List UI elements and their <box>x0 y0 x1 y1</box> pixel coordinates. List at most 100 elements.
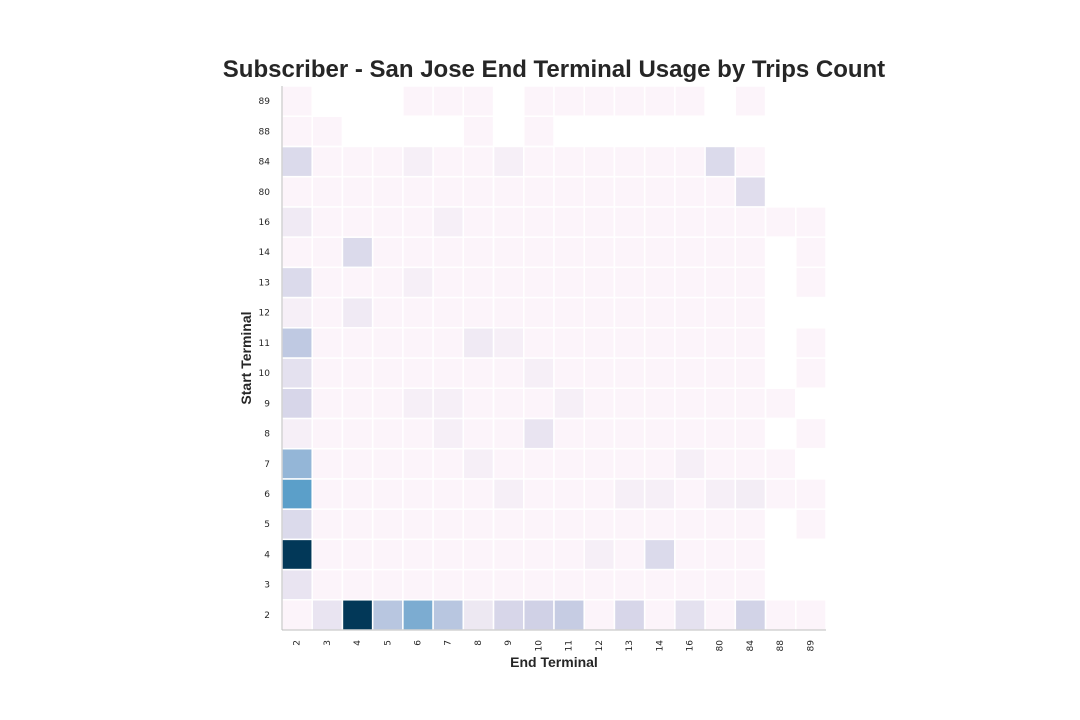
heatmap-cell-3-10 <box>523 568 555 601</box>
heatmap-cell-6-13 <box>613 478 646 510</box>
heatmap-cell-89-11 <box>553 85 585 117</box>
heatmap-cell-13-5 <box>371 266 404 299</box>
heatmap-cell-9-13 <box>613 387 646 420</box>
heatmap-cell-88-10 <box>523 115 555 148</box>
heatmap-cell-9-14 <box>643 387 676 420</box>
heatmap-cell-2-9 <box>492 599 525 631</box>
heatmap-cell-14-12 <box>583 236 616 269</box>
heatmap-cell-4-84 <box>734 538 767 571</box>
heatmap-cell-3-8 <box>462 568 495 601</box>
heatmap-cell-11-16 <box>674 327 706 359</box>
heatmap-cell-13-14 <box>643 266 676 299</box>
heatmap-cell-84-80 <box>704 145 737 178</box>
heatmap-cell-4-3 <box>311 538 344 571</box>
heatmap-cell-16-2 <box>281 206 313 238</box>
y-tick-label: 13 <box>259 278 270 288</box>
heatmap-cell-12-80 <box>704 296 737 329</box>
heatmap-cell-6-10 <box>523 478 555 510</box>
heatmap-cell-84-13 <box>613 145 646 178</box>
heatmap-cell-84-10 <box>523 145 555 178</box>
heatmap-cell-11-84 <box>734 327 767 359</box>
heatmap-cell-12-84 <box>734 296 767 329</box>
heatmap-cell-6-14 <box>643 478 676 510</box>
heatmap-cell-9-88 <box>764 387 797 420</box>
heatmap-cell-11-2 <box>281 327 313 359</box>
heatmap-cell-10-7 <box>432 357 465 389</box>
x-tick-label: 14 <box>655 640 665 652</box>
heatmap-cell-7-7 <box>432 447 465 480</box>
heatmap-cell-13-2 <box>281 266 313 299</box>
heatmap-cell-80-10 <box>523 175 555 208</box>
heatmap-cell-10-13 <box>613 357 646 389</box>
heatmap-cell-13-4 <box>341 266 374 299</box>
heatmap-cell-3-14 <box>643 568 676 601</box>
heatmap-cell-9-5 <box>371 387 404 420</box>
x-tick-label: 8 <box>474 640 484 646</box>
heatmap-cell-80-16 <box>674 175 706 208</box>
heatmap-cell-84-6 <box>402 145 434 178</box>
heatmap-cell-89-2 <box>281 85 313 117</box>
heatmap-cell-6-3 <box>311 478 344 510</box>
heatmap-cell-8-89 <box>795 417 827 450</box>
heatmap-cell-6-12 <box>583 478 616 510</box>
heatmap-cell-8-7 <box>432 417 465 450</box>
heatmap-cell-13-12 <box>583 266 616 299</box>
heatmap-cell-8-2 <box>281 417 313 450</box>
heatmap-cell-13-3 <box>311 266 344 299</box>
heatmap-cell-4-10 <box>523 538 555 571</box>
heatmap-cell-5-16 <box>674 508 706 541</box>
heatmap-cell-10-16 <box>674 357 706 389</box>
heatmap-cell-7-16 <box>674 447 706 480</box>
heatmap-cell-16-4 <box>341 206 374 238</box>
heatmap-cell-80-2 <box>281 175 313 208</box>
heatmap-cell-2-12 <box>583 599 616 631</box>
heatmap-cell-10-5 <box>371 357 404 389</box>
heatmap-cell-6-16 <box>674 478 706 510</box>
heatmap-cell-12-2 <box>281 296 313 329</box>
heatmap-cell-11-8 <box>462 327 495 359</box>
heatmap-cell-13-11 <box>553 266 585 299</box>
heatmap-cell-10-6 <box>402 357 434 389</box>
heatmap-cell-16-88 <box>764 206 797 238</box>
heatmap-cell-80-9 <box>492 175 525 208</box>
heatmap-cell-16-12 <box>583 206 616 238</box>
x-tick-labels: 2 3 4 5 6 7 8 9 10 11 12 13 14 16 80 84 88 89 <box>293 640 817 652</box>
y-tick-label: 14 <box>259 248 271 258</box>
heatmap-cell-5-10 <box>523 508 555 541</box>
heatmap-cell-3-80 <box>704 568 737 601</box>
y-tick-label: 80 <box>259 188 271 198</box>
heatmap-cell-12-12 <box>583 296 616 329</box>
heatmap-cell-89-13 <box>613 85 646 117</box>
heatmap-cell-14-84 <box>734 236 767 269</box>
heatmap-cell-3-2 <box>281 568 313 601</box>
heatmap-cell-2-14 <box>643 599 676 631</box>
x-tick-label: 4 <box>353 640 363 646</box>
heatmap-cell-9-12 <box>583 387 616 420</box>
heatmap-cell-14-4 <box>341 236 374 269</box>
heatmap-cell-13-16 <box>674 266 706 299</box>
heatmap-cell-3-11 <box>553 568 585 601</box>
heatmap-cell-2-6 <box>402 599 434 631</box>
heatmap-cell-7-9 <box>492 447 525 480</box>
heatmap-cell-4-7 <box>432 538 465 571</box>
heatmap-cell-13-89 <box>795 266 827 299</box>
heatmap-cell-5-80 <box>704 508 737 541</box>
heatmap-cell-12-8 <box>462 296 495 329</box>
heatmap-cell-14-8 <box>462 236 495 269</box>
heatmap-cell-84-8 <box>462 145 495 178</box>
heatmap-cell-16-16 <box>674 206 706 238</box>
y-tick-label: 12 <box>259 309 270 319</box>
heatmap-cell-84-16 <box>674 145 706 178</box>
heatmap-cell-13-13 <box>613 266 646 299</box>
heatmap-cell-2-3 <box>311 599 344 631</box>
heatmap-cell-80-3 <box>311 175 344 208</box>
heatmap-cell-16-89 <box>795 206 827 238</box>
x-tick-label: 89 <box>806 640 816 652</box>
heatmap-cell-12-10 <box>523 296 555 329</box>
heatmap-cell-80-14 <box>643 175 676 208</box>
y-tick-label: 89 <box>259 97 271 107</box>
heatmap-cell-12-9 <box>492 296 525 329</box>
heatmap-cell-6-5 <box>371 478 404 510</box>
heatmap-cell-6-88 <box>764 478 797 510</box>
heatmap-cell-16-9 <box>492 206 525 238</box>
